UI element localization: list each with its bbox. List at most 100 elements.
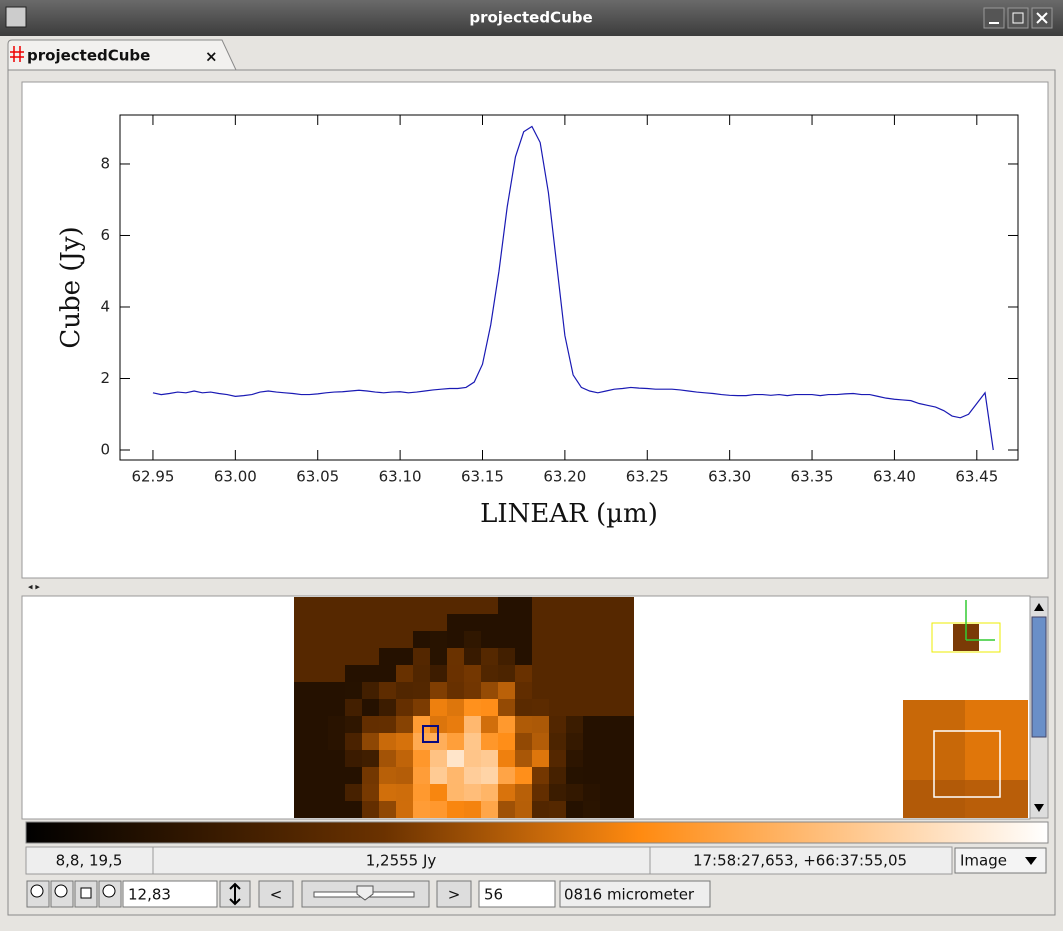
- image-cell: [447, 682, 464, 699]
- image-cell: [549, 682, 566, 699]
- x-tick-label: 63.25: [626, 468, 669, 486]
- image-cell: [549, 614, 566, 631]
- image-cell: [396, 648, 413, 665]
- image-cell: [600, 631, 617, 648]
- maximize-button[interactable]: [1008, 8, 1028, 28]
- image-cell: [311, 614, 328, 631]
- image-cell: [600, 733, 617, 750]
- image-cell: [345, 597, 362, 614]
- zoom-out-icon: [55, 885, 67, 897]
- image-cell: [617, 716, 634, 733]
- image-cell: [583, 750, 600, 767]
- image-cell: [447, 716, 464, 733]
- image-cell: [532, 597, 549, 614]
- window-buttons: [984, 8, 1052, 28]
- image-cell: [311, 597, 328, 614]
- image-cell: [345, 682, 362, 699]
- image-cell: [396, 631, 413, 648]
- image-cell: [294, 682, 311, 699]
- image-cell: [566, 784, 583, 801]
- x-tick-label: 63.30: [708, 468, 751, 486]
- image-cell: [362, 631, 379, 648]
- image-cell: [532, 767, 549, 784]
- image-cell: [515, 801, 532, 818]
- image-cell: [294, 767, 311, 784]
- image-cell: [600, 716, 617, 733]
- image-cell: [532, 733, 549, 750]
- image-cell: [498, 665, 515, 682]
- image-cell: [362, 665, 379, 682]
- image-cell: [379, 699, 396, 716]
- image-cell: [328, 750, 345, 767]
- image-cell: [396, 801, 413, 818]
- image-cell: [464, 699, 481, 716]
- image-cell: [430, 801, 447, 818]
- image-cell: [362, 784, 379, 801]
- image-cell: [396, 614, 413, 631]
- image-cell: [379, 631, 396, 648]
- image-cell: [362, 682, 379, 699]
- image-cell: [464, 716, 481, 733]
- image-cell: [430, 767, 447, 784]
- image-cell: [515, 597, 532, 614]
- image-cell: [515, 614, 532, 631]
- window-title: projectedCube: [469, 9, 592, 27]
- image-cell: [311, 801, 328, 818]
- image-cell: [532, 614, 549, 631]
- zoom-thumb-row: [903, 780, 1028, 818]
- image-cell: [311, 716, 328, 733]
- image-cell: [430, 682, 447, 699]
- image-cell: [345, 665, 362, 682]
- status-position: 8,8, 19,5: [56, 852, 123, 870]
- scrollbar: [1030, 597, 1048, 818]
- image-cell: [379, 716, 396, 733]
- image-cell: [413, 784, 430, 801]
- image-cell: [379, 767, 396, 784]
- image-cell: [430, 750, 447, 767]
- image-cell: [515, 682, 532, 699]
- image-cell: [600, 784, 617, 801]
- image-cell: [515, 784, 532, 801]
- image-cell: [566, 733, 583, 750]
- image-cell: [464, 767, 481, 784]
- x-tick-label: 63.00: [214, 468, 257, 486]
- image-cell: [532, 665, 549, 682]
- image-cell: [617, 648, 634, 665]
- image-cell: [362, 801, 379, 818]
- tab-label: projectedCube: [27, 47, 150, 65]
- x-tick-label: 63.05: [296, 468, 339, 486]
- image-cell: [430, 784, 447, 801]
- image-cell: [515, 767, 532, 784]
- image-cell: [447, 614, 464, 631]
- image-cell: [294, 801, 311, 818]
- image-cell: [345, 733, 362, 750]
- image-cell: [549, 801, 566, 818]
- image-cell: [413, 801, 430, 818]
- image-cell: [294, 631, 311, 648]
- image-cell: [447, 750, 464, 767]
- scroll-thumb[interactable]: [1032, 617, 1046, 737]
- image-cell: [379, 682, 396, 699]
- image-cell: [379, 750, 396, 767]
- image-cell: [532, 631, 549, 648]
- splitter-arrows[interactable]: ◂ ▸: [28, 583, 40, 593]
- zoom-reset-icon: [103, 885, 115, 897]
- image-cell: [481, 750, 498, 767]
- image-cell: [600, 801, 617, 818]
- x-tick-label: 63.10: [379, 468, 422, 486]
- image-cell: [617, 750, 634, 767]
- image-cell: [600, 699, 617, 716]
- zoom-fit-icon: [81, 888, 91, 898]
- tab-close[interactable]: ×: [205, 48, 218, 66]
- minimize-button[interactable]: [984, 8, 1004, 28]
- image-cell: [515, 733, 532, 750]
- image-cell: [294, 716, 311, 733]
- image-cell: [311, 699, 328, 716]
- mode-label[interactable]: Image: [960, 852, 1007, 870]
- image-cell: [481, 767, 498, 784]
- image-cell: [345, 767, 362, 784]
- image-cell: [617, 614, 634, 631]
- image-cell: [396, 767, 413, 784]
- image-cell: [566, 631, 583, 648]
- image-cell: [515, 716, 532, 733]
